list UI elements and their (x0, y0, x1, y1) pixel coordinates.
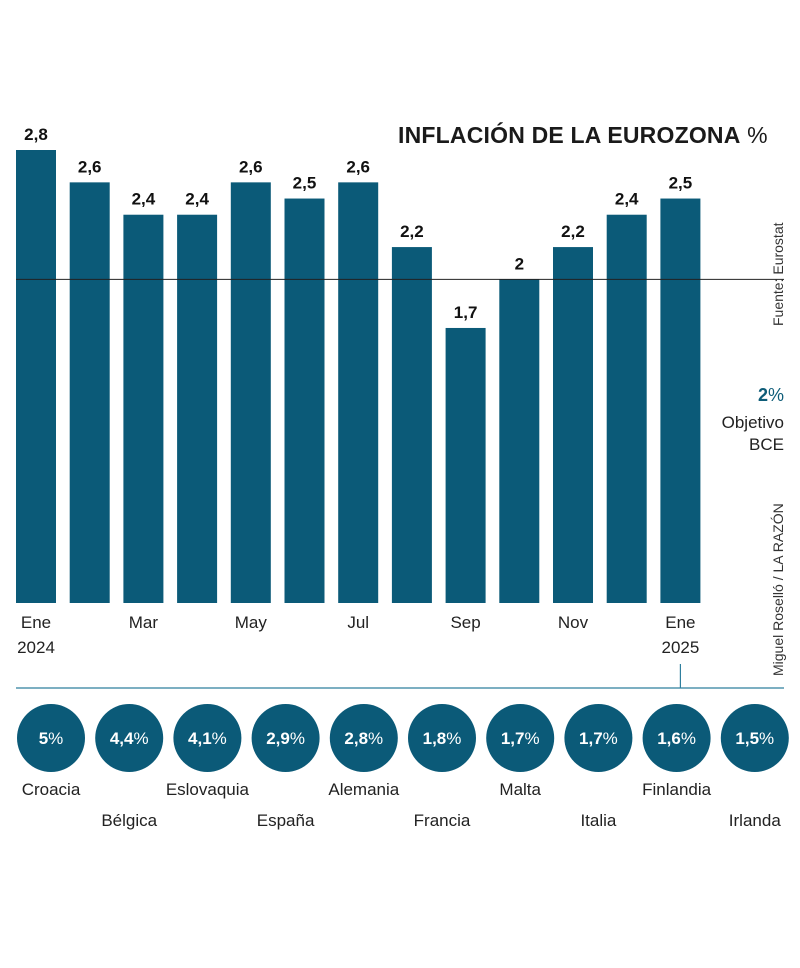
bar-value-label: 2,2 (561, 222, 585, 241)
target-label-line1: Objetivo (721, 413, 784, 432)
country-name-irlanda: Irlanda (729, 811, 782, 830)
country-value-belgica: 4,4% (110, 729, 149, 748)
target-value-unit: % (767, 385, 784, 405)
target-label: Objetivo BCE (722, 412, 784, 456)
bar-value-label: 2,6 (239, 157, 263, 176)
x-tick-label: Ene (21, 613, 51, 632)
bar-may-2024 (230, 182, 271, 603)
country-circle-francia (408, 704, 476, 772)
country-circle-belgica (95, 704, 164, 772)
bar-value-label: 1,7 (454, 303, 478, 322)
country-name-espana: España (257, 811, 315, 830)
bar-sep-2024 (445, 327, 486, 603)
country-value-francia: 1,8% (423, 729, 462, 748)
country-value-irlanda: 1,5% (735, 729, 774, 748)
country-circle-malta (486, 704, 555, 772)
country-name-finlandia: Finlandia (642, 780, 712, 799)
chart-title: INFLACIÓN DE LA EUROZONA % (398, 122, 768, 149)
country-circle-italia (564, 704, 633, 772)
country-value-malta: 1,7% (501, 729, 540, 748)
bar-jun-2024 (284, 198, 325, 604)
country-circle-alemania (329, 704, 398, 772)
bar-value-label: 2,6 (78, 157, 102, 176)
country-name-eslovaquia: Eslovaquia (166, 780, 250, 799)
bar-feb-2024 (69, 182, 110, 603)
country-value-finlandia: 1,6% (657, 729, 696, 748)
bar-nov-2024 (553, 247, 593, 604)
bar-ene-2024 (16, 150, 56, 603)
bar-value-label: 2,5 (669, 174, 693, 193)
country-name-croacia: Croacia (22, 780, 81, 799)
country-circle-irlanda (720, 704, 789, 772)
chart-title-unit: % (747, 122, 768, 148)
bar-oct-2024 (499, 279, 540, 603)
bar-value-label: 2,4 (615, 190, 639, 209)
country-value-italia: 1,7% (579, 729, 618, 748)
x-tick-label: May (235, 613, 268, 632)
bar-value-label: 2,4 (185, 190, 209, 209)
x-tick-year: 2025 (661, 638, 699, 657)
country-circle-espana (251, 704, 320, 772)
country-circle-croacia (17, 704, 85, 772)
bar-value-label: 2,6 (346, 157, 370, 176)
x-tick-label: Sep (450, 613, 480, 632)
x-tick-label: Jul (347, 613, 369, 632)
target-label-line2: BCE (749, 435, 784, 454)
country-value-alemania: 2,8% (344, 729, 383, 748)
country-name-belgica: Bélgica (101, 811, 157, 830)
bar-dic-2024 (606, 214, 647, 603)
bar-abr-2024 (177, 214, 218, 603)
x-tick-year: 2024 (17, 638, 55, 657)
bar-value-label: 2,5 (293, 174, 317, 193)
country-circle-finlandia (642, 704, 711, 772)
target-value: 2% (758, 385, 784, 406)
country-circle-eslovaquia (173, 704, 242, 772)
country-value-eslovaquia: 4,1% (188, 729, 227, 748)
country-name-alemania: Alemania (328, 780, 399, 799)
target-value-number: 2 (757, 385, 768, 405)
bar-jul-2024 (338, 182, 379, 603)
bar-value-label: 2,8 (24, 125, 48, 144)
bar-ene-2025 (660, 198, 701, 604)
x-tick-label: Nov (558, 613, 589, 632)
x-tick-label: Mar (129, 613, 159, 632)
x-tick-label: Ene (665, 613, 695, 632)
bar-value-label: 2,4 (132, 190, 156, 209)
bar-value-label: 2,2 (400, 222, 424, 241)
bar-ago-2024 (391, 247, 432, 604)
country-name-italia: Italia (580, 811, 616, 830)
chart-title-text: INFLACIÓN DE LA EUROZONA (398, 122, 741, 148)
bar-mar-2024 (123, 214, 164, 603)
country-name-francia: Francia (414, 811, 471, 830)
country-name-malta: Malta (499, 780, 541, 799)
country-value-espana: 2,9% (266, 729, 305, 748)
bar-value-label: 2 (515, 254, 524, 273)
country-value-croacia: 5% (39, 729, 64, 748)
